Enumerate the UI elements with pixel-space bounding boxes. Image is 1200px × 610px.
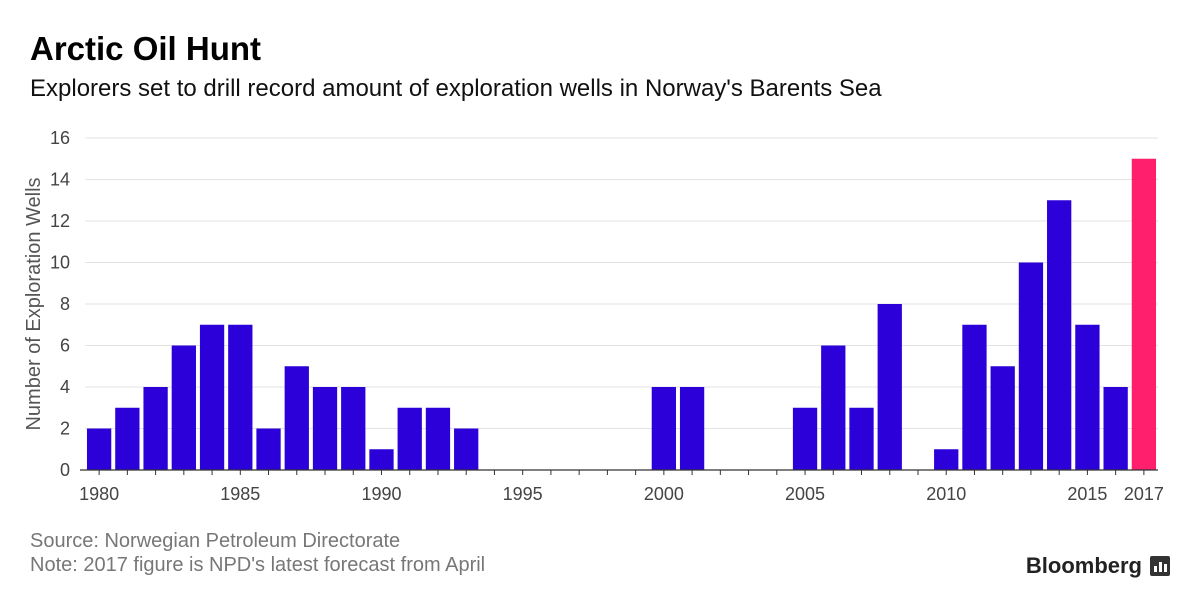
bar-2007: [849, 407, 874, 470]
bar-1989: [341, 387, 366, 470]
bar-2011: [962, 324, 987, 470]
bar-1991: [397, 407, 422, 470]
bloomberg-logo: Bloomberg: [1025, 553, 1142, 578]
bar-chart: 0 2 4 6 8 10 12 14 16 1980 1985 1990 1995 2000 2005 20…: [23, 128, 1164, 504]
x-tick-label: 2005: [785, 484, 825, 504]
y-tick-label: 8: [60, 294, 70, 314]
bar-1983: [171, 345, 196, 470]
x-tick-label: 2010: [926, 484, 966, 504]
bar-2016: [1103, 387, 1128, 470]
bar-1988: [312, 387, 338, 470]
x-tick-label: 1990: [361, 484, 401, 504]
bar-2010: [934, 449, 959, 470]
bar-2017: [1131, 158, 1157, 470]
bar-2005: [792, 407, 818, 470]
bar-2012: [990, 366, 1015, 470]
y-tick-label: 0: [60, 460, 70, 480]
x-tick-label: 2017: [1124, 484, 1164, 504]
y-axis-label: Number of Exploration Wells: [23, 177, 45, 430]
bar-2008: [877, 304, 902, 470]
bar-1982: [143, 387, 168, 470]
footnote: Note: 2017 figure is NPD's latest foreca…: [30, 554, 486, 576]
y-tick-label: 2: [60, 419, 70, 439]
y-tick-label: 12: [50, 211, 70, 231]
bar-1984: [199, 324, 225, 470]
bar-1987: [284, 366, 309, 470]
bar-2006: [821, 345, 846, 470]
chart-title: Arctic Oil Hunt: [30, 30, 262, 67]
gridlines: [85, 137, 1158, 429]
y-tick-label: 4: [60, 377, 70, 397]
source-note: Source: Norwegian Petroleum Directorate: [30, 530, 401, 552]
bar-2001: [679, 387, 705, 470]
y-tick-label: 6: [60, 336, 70, 356]
x-tick-label: 1980: [79, 484, 119, 504]
x-tick-label: 1995: [503, 484, 543, 504]
bar-2000: [651, 387, 676, 470]
bar-1990: [369, 449, 394, 470]
chart-subtitle: Explorers set to drill record amount of …: [30, 75, 882, 102]
bar-2014: [1047, 200, 1072, 470]
y-tick-label: 14: [50, 170, 70, 190]
x-tick-label: 2000: [644, 484, 684, 504]
x-tick-label: 1985: [220, 484, 260, 504]
bar-1986: [256, 428, 281, 470]
bar-1980: [86, 428, 112, 470]
y-axis-ticks: 0 2 4 6 8 10 12 14 16: [50, 128, 70, 480]
y-tick-label: 10: [50, 253, 70, 273]
x-tick-label: 2015: [1067, 484, 1107, 504]
bars: [86, 158, 1157, 470]
bar-1981: [115, 407, 140, 470]
bar-1993: [454, 428, 479, 470]
bar-1992: [425, 407, 451, 470]
bar-1985: [228, 324, 253, 470]
bar-chart-icon: [1150, 556, 1170, 576]
x-axis: 1980 1985 1990 1995 2000 2005 2010 2015 2017: [79, 469, 1164, 504]
y-tick-label: 16: [50, 128, 70, 148]
bar-2015: [1075, 324, 1100, 470]
bar-2013: [1018, 262, 1044, 470]
